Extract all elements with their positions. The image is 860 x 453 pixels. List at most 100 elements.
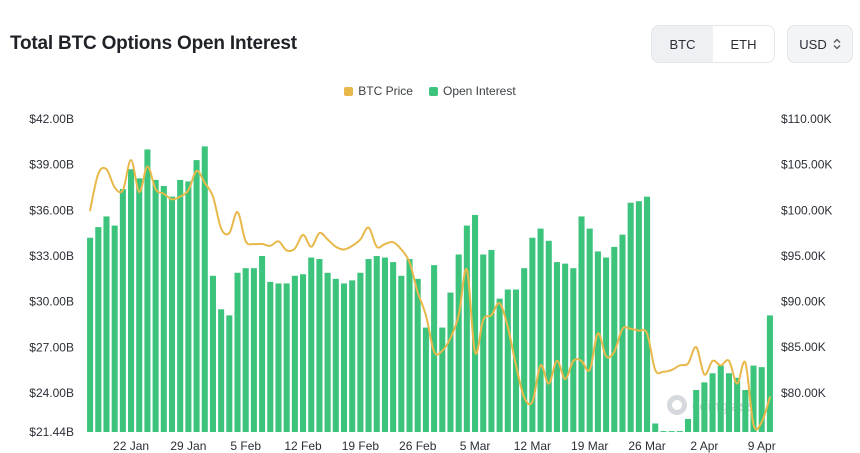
oi-bar[interactable] — [390, 262, 397, 432]
oi-bar[interactable] — [357, 272, 364, 432]
oi-bar[interactable] — [422, 327, 429, 432]
oi-bar[interactable] — [291, 275, 298, 432]
asset-option-eth[interactable]: ETH — [730, 36, 757, 52]
x-tick-label: 26 Mar — [628, 439, 665, 453]
oi-bar[interactable] — [463, 225, 470, 432]
y-left-tick-label: $21.44B — [29, 425, 74, 439]
oi-bar[interactable] — [439, 327, 446, 432]
y-left-tick-label: $39.00B — [29, 158, 74, 172]
y-right-tick-label: $90.00K — [781, 295, 826, 309]
oi-bar[interactable] — [381, 257, 388, 432]
oi-bar[interactable] — [766, 315, 773, 432]
oi-bar[interactable] — [701, 382, 708, 432]
oi-bar[interactable] — [488, 249, 495, 432]
oi-bar[interactable] — [160, 185, 167, 432]
asset-option-btc[interactable]: BTC — [652, 26, 713, 62]
oi-bar[interactable] — [635, 201, 642, 432]
oi-bar[interactable] — [512, 289, 520, 432]
oi-bar[interactable] — [201, 146, 208, 432]
oi-bar[interactable] — [209, 275, 216, 432]
oi-bar[interactable] — [717, 365, 724, 432]
oi-bar[interactable] — [603, 257, 610, 432]
x-tick-label: 12 Feb — [284, 439, 322, 453]
oi-bar[interactable] — [119, 189, 126, 432]
oi-bar[interactable] — [562, 263, 569, 432]
oi-bar[interactable] — [168, 196, 176, 432]
oi-bar[interactable] — [545, 240, 552, 432]
oi-bar[interactable] — [87, 237, 94, 432]
oi-bar[interactable] — [103, 216, 110, 432]
oi-bar[interactable] — [349, 280, 356, 432]
oi-bar[interactable] — [750, 365, 757, 432]
oi-bar[interactable] — [308, 257, 315, 432]
oi-bar[interactable] — [111, 225, 118, 432]
oi-bar[interactable] — [586, 228, 593, 432]
oi-bar[interactable] — [684, 418, 692, 432]
oi-bar[interactable] — [300, 274, 307, 432]
oi-bar[interactable] — [324, 272, 331, 432]
oi-bar[interactable] — [676, 431, 683, 432]
oi-bar[interactable] — [340, 283, 348, 432]
y-right-tick-label: $100.00K — [781, 203, 832, 217]
legend-swatch-price — [344, 86, 354, 96]
oi-bar[interactable] — [693, 389, 700, 432]
oi-bar[interactable] — [529, 237, 536, 432]
oi-bar[interactable] — [570, 268, 577, 432]
oi-bar[interactable] — [267, 281, 274, 432]
oi-bar[interactable] — [431, 265, 438, 432]
oi-bar[interactable] — [316, 259, 323, 432]
chart-legend: BTC Price Open Interest — [0, 84, 860, 98]
oi-bar[interactable] — [218, 309, 225, 432]
oi-bar[interactable] — [660, 431, 667, 432]
legend-item-btc-price[interactable]: BTC Price — [344, 84, 413, 98]
oi-bar[interactable] — [553, 262, 560, 432]
oi-bar[interactable] — [709, 373, 716, 432]
oi-bar[interactable] — [447, 292, 454, 432]
oi-bar[interactable] — [136, 178, 143, 432]
currency-select[interactable]: USD — [787, 25, 853, 63]
oi-bar[interactable] — [504, 289, 511, 432]
oi-bar[interactable] — [758, 367, 765, 432]
oi-bar[interactable] — [250, 268, 257, 432]
oi-bar[interactable] — [611, 246, 618, 432]
y-right-tick-label: $85.00K — [781, 340, 826, 354]
oi-bar[interactable] — [414, 278, 421, 432]
oi-bar[interactable] — [144, 149, 151, 432]
oi-bar[interactable] — [259, 256, 266, 432]
oi-bar[interactable] — [177, 179, 184, 432]
oi-bar[interactable] — [152, 179, 159, 432]
oi-bar[interactable] — [537, 228, 544, 432]
oi-bar[interactable] — [283, 283, 290, 432]
oi-bar[interactable] — [398, 275, 405, 432]
oi-bar[interactable] — [578, 216, 585, 432]
oi-bar[interactable] — [644, 196, 651, 432]
y-left-tick-label: $33.00B — [29, 249, 74, 263]
oi-bar[interactable] — [226, 315, 233, 432]
oi-bar[interactable] — [668, 431, 675, 432]
oi-bar[interactable] — [95, 227, 102, 432]
oi-bar[interactable] — [185, 181, 192, 432]
oi-bar[interactable] — [619, 234, 626, 432]
oi-bar[interactable] — [128, 169, 135, 433]
oi-bar[interactable] — [193, 160, 200, 432]
oi-bar[interactable] — [627, 202, 634, 432]
legend-item-open-interest[interactable]: Open Interest — [428, 84, 516, 98]
oi-bar[interactable] — [652, 423, 659, 432]
x-tick-label: 5 Feb — [230, 439, 261, 453]
oi-bar[interactable] — [472, 214, 479, 432]
oi-bar[interactable] — [496, 298, 503, 432]
oi-bar[interactable] — [480, 254, 487, 432]
oi-bar[interactable] — [455, 254, 462, 432]
oi-bar[interactable] — [275, 283, 282, 432]
oi-bar[interactable] — [373, 256, 380, 432]
oi-bar[interactable] — [521, 268, 528, 432]
oi-bar[interactable] — [332, 278, 339, 432]
oi-bar[interactable] — [725, 373, 732, 432]
oi-bar[interactable] — [406, 259, 413, 432]
oi-bar[interactable] — [742, 389, 749, 432]
oi-bar[interactable] — [234, 272, 241, 432]
oi-bar[interactable] — [594, 251, 601, 432]
oi-bar[interactable] — [242, 268, 249, 432]
oi-bar[interactable] — [734, 377, 741, 432]
oi-bar[interactable] — [365, 259, 372, 432]
